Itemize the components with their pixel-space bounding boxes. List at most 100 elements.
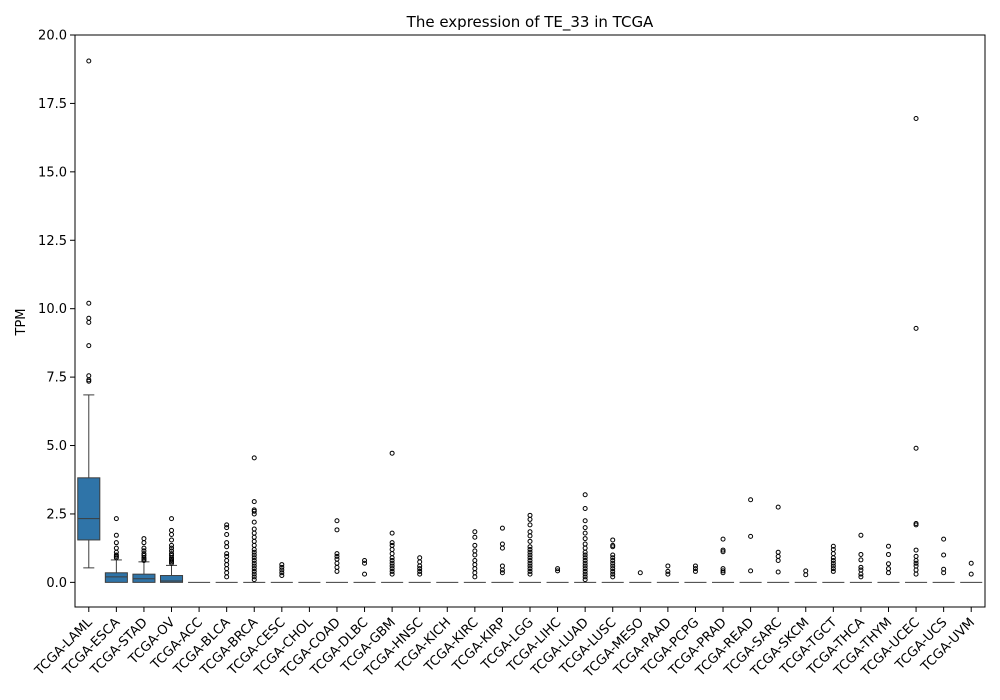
outlier-point	[610, 552, 616, 558]
outlier-point	[86, 319, 92, 325]
outlier-point	[858, 564, 864, 570]
outlier-point	[885, 570, 891, 576]
outlier-point	[251, 552, 257, 558]
outlier-point	[610, 566, 616, 572]
outlier-point	[830, 555, 836, 561]
box-group	[656, 563, 679, 583]
y-tick-label: 20.0	[38, 29, 67, 44]
box-group	[463, 529, 486, 583]
box	[77, 477, 101, 541]
outlier-point	[582, 563, 588, 569]
y-tick-label: 0.0	[46, 576, 67, 591]
outlier-point	[968, 571, 974, 577]
y-tick-label: 12.5	[38, 234, 67, 249]
outlier-point	[86, 378, 92, 384]
outlier-point	[389, 560, 395, 566]
outlier-point	[582, 574, 588, 580]
outlier-point	[610, 568, 616, 574]
outlier-point	[665, 571, 671, 577]
outlier-point	[885, 551, 891, 557]
box-group	[270, 562, 293, 583]
outlier-point	[527, 568, 533, 574]
outlier-point	[169, 516, 175, 522]
outlier-point	[224, 525, 230, 531]
outlier-point	[472, 552, 478, 558]
outlier-point	[251, 508, 257, 514]
outlier-point	[582, 560, 588, 566]
outlier-point	[748, 497, 754, 503]
outlier-point	[527, 544, 533, 550]
outlier-point	[362, 557, 368, 563]
outlier-point	[582, 577, 588, 583]
outlier-point	[251, 455, 257, 461]
box-group	[684, 563, 707, 583]
outlier-point	[582, 566, 588, 572]
outlier-point	[389, 566, 395, 572]
outlier-point	[941, 570, 947, 576]
outlier-point	[417, 566, 423, 572]
outlier-point	[582, 505, 588, 511]
outlier-point	[527, 547, 533, 553]
outlier-point	[472, 534, 478, 540]
box-group	[159, 516, 184, 583]
outlier-point	[555, 568, 561, 574]
outlier-point	[582, 555, 588, 561]
box-group	[601, 537, 624, 583]
box-group	[546, 566, 569, 583]
outlier-point	[527, 555, 533, 561]
outlier-point	[86, 58, 92, 64]
outlier-point	[527, 571, 533, 577]
outlier-point	[610, 574, 616, 580]
outlier-point	[251, 571, 257, 577]
box-group	[849, 532, 872, 583]
outlier-point	[362, 560, 368, 566]
outlier-point	[113, 516, 119, 522]
outlier-point	[251, 511, 257, 517]
outlier-point	[141, 557, 147, 563]
box-group	[794, 568, 817, 583]
outlier-point	[417, 571, 423, 577]
outlier-point	[913, 522, 919, 528]
outlier-point	[251, 547, 257, 553]
outlier-point	[334, 518, 340, 524]
outlier-point	[830, 566, 836, 572]
y-tick-label: 7.5	[46, 371, 67, 386]
outlier-point	[472, 542, 478, 548]
outlier-point	[582, 530, 588, 536]
outlier-point	[610, 557, 616, 563]
outlier-point	[610, 563, 616, 569]
outlier-point	[113, 555, 119, 561]
outlier-point	[279, 573, 285, 579]
outlier-point	[251, 555, 257, 561]
box-group	[491, 525, 514, 583]
outlier-point	[499, 570, 505, 576]
outlier-point	[86, 300, 92, 306]
box-group	[77, 58, 101, 569]
outlier-point	[362, 571, 368, 577]
box-group	[905, 115, 928, 583]
y-tick-label: 2.5	[46, 507, 67, 522]
outlier-point	[582, 552, 588, 558]
outlier-point	[720, 570, 726, 576]
outlier-point	[803, 572, 809, 578]
box-group	[574, 492, 597, 583]
outlier-point	[251, 557, 257, 563]
box-group	[932, 536, 955, 583]
outlier-point	[527, 563, 533, 569]
outlier-point	[224, 522, 230, 528]
outlier-point	[141, 548, 147, 554]
outlier-point	[775, 557, 781, 563]
outlier-point	[389, 450, 395, 456]
outlier-point	[141, 540, 147, 546]
outlier-point	[913, 325, 919, 331]
box-group	[739, 497, 762, 583]
outlier-point	[251, 577, 257, 583]
outlier-point	[279, 564, 285, 570]
outlier-point	[941, 536, 947, 542]
outlier-point	[389, 557, 395, 563]
outlier-point	[582, 557, 588, 563]
outlier-point	[830, 543, 836, 549]
outlier-point	[830, 557, 836, 563]
outlier-point	[169, 548, 175, 554]
